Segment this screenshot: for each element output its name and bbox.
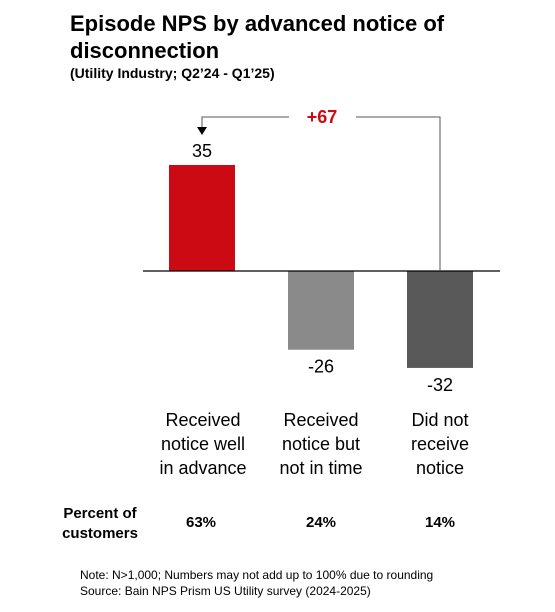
source-text: Source: Bain NPS Prism US Utility survey…	[80, 584, 371, 598]
bar-0	[169, 165, 235, 271]
percent-value-0: 63%	[185, 514, 217, 531]
category-label-0: Received notice well in advance	[159, 410, 247, 478]
difference-bracket	[201, 116, 441, 271]
note-text: Note: N>1,000; Numbers may not add up to…	[80, 568, 434, 582]
bar-1	[288, 271, 354, 350]
category-label-2: Did not receive notice	[410, 410, 470, 478]
chart-title: Episode NPS by advanced notice of discon…	[70, 11, 445, 63]
footnote: Note: N>1,000; Numbers may not add up to…	[80, 567, 433, 599]
difference-label: +67	[307, 107, 338, 127]
bar-value-label-0: 35	[192, 141, 212, 161]
category-label-1: Received notice but not in time	[279, 410, 363, 478]
chart-subtitle: (Utility Industry; Q2’24 - Q1’25)	[70, 65, 275, 81]
percent-value-2: 14%	[424, 514, 456, 531]
percent-of-customers-label: Percent of customers	[62, 505, 138, 542]
arrowhead-icon	[197, 127, 207, 135]
percent-value-1: 24%	[305, 514, 337, 531]
bar-2	[407, 271, 473, 368]
bar-value-label-1: -26	[308, 357, 334, 377]
bar-value-label-2: -32	[427, 375, 453, 395]
